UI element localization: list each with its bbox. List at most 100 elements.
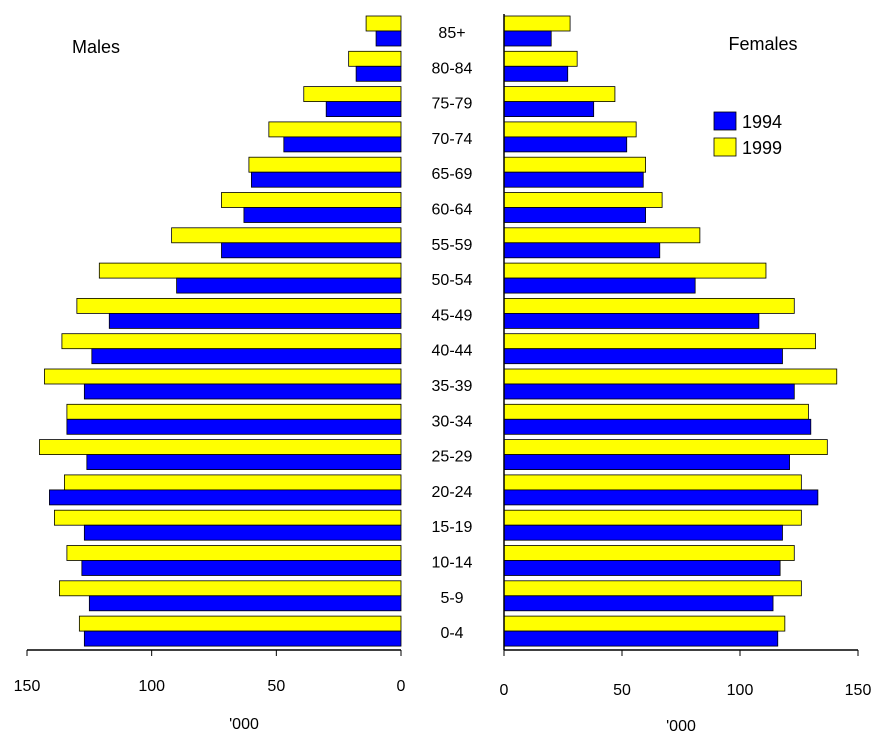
axes-layer: 0 0 50 50 100 100 150 150 [14, 14, 872, 699]
bar-female-1999-0-4 [503, 615, 786, 632]
bar-male-1999-70-74 [268, 121, 402, 138]
bar-male-1994-20-24 [49, 489, 402, 506]
female-x-tick-label-50: 50 [613, 682, 631, 699]
bar-male-1994-30-34 [66, 418, 402, 435]
female-x-tick-label-100: 100 [727, 682, 754, 699]
bar-female-1999-30-34 [503, 403, 809, 420]
bar-male-1999-35-39 [44, 368, 402, 385]
female-x-tick-label-150: 150 [845, 682, 872, 699]
bar-female-1999-45-49 [503, 297, 795, 314]
bar-female-1994-80-84 [503, 65, 569, 82]
category-label-15-19: 15-19 [432, 519, 473, 536]
bar-female-1994-20-24 [503, 489, 819, 506]
legend-label-1994: 1994 [742, 112, 782, 132]
category-label-75-79: 75-79 [432, 96, 473, 113]
bar-male-1994-0-4 [83, 630, 402, 647]
bar-female-1999-15-19 [503, 509, 802, 526]
category-label-60-64: 60-64 [432, 202, 473, 219]
bar-female-1999-20-24 [503, 474, 802, 491]
bar-male-1999-5-9 [59, 580, 402, 597]
category-label-65-69: 65-69 [432, 166, 473, 183]
category-labels-layer: 85+ 80-84 75-79 70-74 65-69 60-64 55-59 50-54 45… [432, 25, 473, 642]
bar-male-1994-85+ [375, 30, 402, 47]
category-label-25-29: 25-29 [432, 449, 473, 466]
bar-female-1994-5-9 [503, 595, 774, 612]
male-x-tick-label-50: 50 [267, 678, 285, 695]
bar-female-1999-80-84 [503, 50, 578, 67]
bar-male-1999-85+ [365, 15, 402, 32]
legend: 1994 1999 [713, 111, 782, 158]
bar-male-1999-60-64 [221, 192, 402, 208]
bar-female-1994-55-59 [503, 242, 661, 259]
male-x-tick-label-150: 150 [14, 678, 41, 695]
category-label-50-54: 50-54 [432, 272, 473, 289]
category-label-20-24: 20-24 [432, 484, 473, 501]
bar-female-1994-50-54 [503, 277, 696, 294]
bar-male-1994-65-69 [250, 171, 402, 188]
bar-female-1994-10-14 [503, 560, 781, 576]
bar-male-1994-75-79 [325, 101, 402, 117]
male-x-tick-label-0: 0 [397, 678, 406, 695]
category-label-85+: 85+ [438, 25, 465, 42]
bar-female-1999-70-74 [503, 121, 637, 138]
right-x-axis-label: '000 [666, 718, 696, 732]
bar-male-1999-10-14 [66, 545, 402, 561]
bar-female-1994-70-74 [503, 136, 628, 153]
bar-female-1999-25-29 [503, 439, 828, 456]
legend-label-1999: 1999 [742, 138, 782, 158]
bar-female-1994-65-69 [503, 171, 644, 188]
category-label-70-74: 70-74 [432, 131, 473, 148]
bar-female-1994-60-64 [503, 207, 647, 223]
bar-male-1994-35-39 [83, 383, 402, 400]
bar-male-1994-10-14 [81, 560, 402, 576]
bar-female-1999-5-9 [503, 580, 802, 597]
bar-female-1999-50-54 [503, 262, 767, 279]
bar-male-1994-80-84 [355, 65, 402, 82]
legend-swatch-1994 [713, 111, 737, 131]
bar-male-1999-80-84 [348, 50, 402, 67]
bars-layer [39, 15, 838, 647]
bar-female-1994-45-49 [503, 312, 760, 329]
category-label-5-9: 5-9 [440, 590, 463, 607]
category-label-10-14: 10-14 [432, 555, 473, 572]
bar-male-1994-5-9 [88, 595, 402, 612]
category-label-40-44: 40-44 [432, 343, 473, 360]
bar-male-1994-55-59 [221, 242, 402, 259]
bar-male-1999-20-24 [64, 474, 402, 491]
bar-female-1999-55-59 [503, 227, 701, 244]
bar-male-1994-50-54 [176, 277, 402, 294]
bar-male-1994-45-49 [108, 312, 402, 329]
bar-female-1994-75-79 [503, 101, 595, 117]
left-panel-title: Males [72, 37, 120, 57]
bar-male-1999-25-29 [39, 439, 402, 456]
bar-male-1994-70-74 [283, 136, 402, 153]
bar-male-1994-60-64 [243, 207, 402, 223]
bar-female-1994-35-39 [503, 383, 795, 400]
category-label-45-49: 45-49 [432, 307, 473, 324]
bar-female-1999-10-14 [503, 545, 795, 561]
category-label-0-4: 0-4 [440, 625, 463, 642]
bar-male-1999-0-4 [78, 615, 402, 632]
bar-male-1994-25-29 [86, 454, 402, 471]
bar-female-1994-85+ [503, 30, 552, 47]
male-x-tick-label-100: 100 [138, 678, 165, 695]
bar-male-1999-65-69 [248, 156, 402, 173]
right-panel-title: Females [728, 34, 797, 54]
bar-female-1994-0-4 [503, 630, 779, 647]
bar-female-1999-65-69 [503, 156, 647, 173]
bar-male-1999-40-44 [61, 333, 402, 350]
bar-male-1999-50-54 [98, 262, 402, 279]
bar-female-1994-15-19 [503, 524, 783, 541]
bar-male-1994-15-19 [83, 524, 402, 541]
bar-male-1999-75-79 [303, 86, 402, 102]
bar-male-1999-55-59 [171, 227, 402, 244]
category-label-30-34: 30-34 [432, 413, 473, 430]
bar-female-1999-40-44 [503, 333, 816, 350]
bar-male-1994-40-44 [91, 348, 402, 365]
legend-swatch-1999 [713, 137, 737, 157]
bar-male-1999-30-34 [66, 403, 402, 420]
category-label-80-84: 80-84 [432, 60, 473, 77]
category-label-55-59: 55-59 [432, 237, 473, 254]
